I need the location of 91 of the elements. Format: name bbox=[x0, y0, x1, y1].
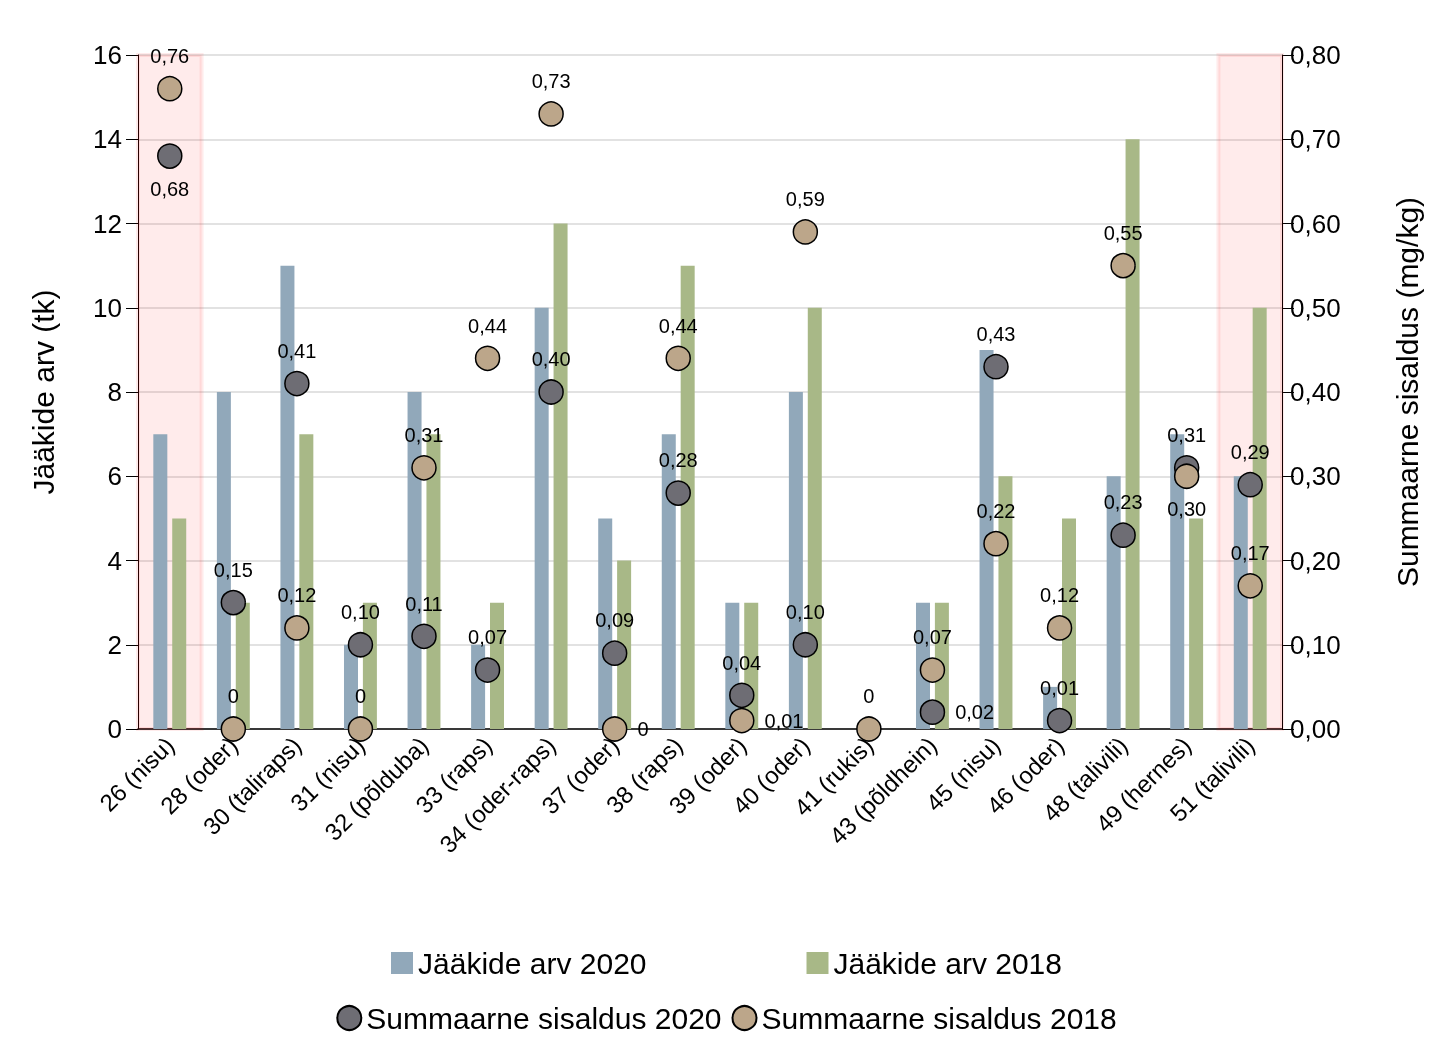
data-label: 0,73 bbox=[531, 70, 571, 93]
data-label: 0,12 bbox=[1040, 584, 1080, 607]
y2-tick-label: 0,00 bbox=[1290, 714, 1341, 744]
point bbox=[157, 143, 183, 169]
data-label: 0,22 bbox=[976, 499, 1016, 522]
data-label: 0,09 bbox=[595, 609, 635, 632]
data-label: 0,02 bbox=[955, 701, 995, 724]
bar bbox=[1189, 518, 1204, 729]
data-label: 0,11 bbox=[405, 592, 443, 615]
y2-tick-label: 0,80 bbox=[1290, 40, 1341, 70]
point bbox=[792, 219, 819, 245]
point bbox=[919, 657, 946, 683]
point bbox=[983, 530, 1009, 557]
data-label: 0,23 bbox=[1103, 491, 1143, 514]
y2-tick-label: 0,40 bbox=[1290, 377, 1341, 407]
data-label: 0 bbox=[863, 685, 875, 708]
data-label: 0,17 bbox=[1230, 542, 1270, 565]
data-label: 0,31 bbox=[404, 424, 444, 447]
y2-tick-label: 0,30 bbox=[1290, 461, 1341, 492]
point bbox=[665, 345, 691, 372]
y-tick-label: 16 bbox=[93, 40, 122, 70]
point bbox=[474, 345, 501, 372]
y2-tick-label: 0,60 bbox=[1290, 208, 1341, 239]
point bbox=[919, 699, 946, 725]
data-label: 0,15 bbox=[213, 558, 253, 581]
data-label: 0,28 bbox=[658, 449, 698, 472]
data-label: 0,31 bbox=[1167, 424, 1207, 447]
data-label: 0,59 bbox=[785, 188, 825, 211]
point bbox=[1110, 252, 1136, 279]
point bbox=[284, 370, 310, 397]
point bbox=[601, 640, 628, 666]
data-label: 0,55 bbox=[1103, 221, 1143, 244]
point bbox=[411, 455, 437, 481]
y2-tick-label: 0,10 bbox=[1290, 629, 1341, 660]
point bbox=[1173, 463, 1200, 489]
y-tick-label: 2 bbox=[107, 629, 122, 660]
point bbox=[284, 615, 310, 641]
legend-label: Jääkide arv 2018 bbox=[833, 946, 1062, 980]
point bbox=[474, 657, 501, 683]
data-label: 0,10 bbox=[785, 601, 825, 623]
data-label: 0,01 bbox=[1040, 676, 1080, 699]
y2-tick-label: 0,20 bbox=[1290, 545, 1341, 576]
point bbox=[983, 353, 1009, 380]
bar bbox=[172, 518, 187, 729]
data-label: 0,43 bbox=[976, 322, 1016, 345]
point bbox=[157, 75, 183, 102]
y-tick-label: 12 bbox=[93, 208, 122, 239]
legend-label: Summaarne sisaldus 2020 bbox=[366, 1001, 722, 1035]
data-label: 0,29 bbox=[1230, 440, 1270, 463]
data-label: 0,40 bbox=[531, 348, 571, 371]
data-label: 0,76 bbox=[150, 44, 190, 67]
point bbox=[538, 379, 564, 405]
data-label: 0,07 bbox=[912, 626, 952, 649]
point bbox=[220, 589, 247, 616]
data-label: 0,44 bbox=[468, 314, 508, 337]
data-label: 0,44 bbox=[658, 314, 698, 337]
y-tick-label: 0 bbox=[107, 714, 122, 744]
y2-tick-label: 0,70 bbox=[1290, 124, 1341, 155]
point bbox=[792, 632, 819, 658]
data-label: 0 bbox=[227, 685, 239, 708]
data-label: 0,07 bbox=[468, 626, 508, 649]
legend-label: Jääkide arv 2020 bbox=[418, 946, 647, 980]
legend-label: Summaarne sisaldus 2018 bbox=[761, 1001, 1117, 1035]
data-label: 0,30 bbox=[1167, 498, 1207, 520]
point bbox=[665, 480, 691, 506]
data-label: 0,04 bbox=[722, 651, 762, 674]
bar bbox=[153, 434, 168, 729]
y-tick-label: 8 bbox=[107, 377, 122, 407]
y-tick-label: 14 bbox=[93, 124, 122, 155]
point bbox=[729, 707, 755, 734]
point bbox=[1046, 707, 1073, 734]
y-tick-label: 4 bbox=[107, 545, 122, 576]
data-label: 0,10 bbox=[340, 601, 380, 623]
data-label: 0,41 bbox=[277, 339, 317, 362]
y2-tick-label: 0,50 bbox=[1290, 292, 1341, 323]
y-axis-title: Jääkide arv (tk) bbox=[26, 289, 60, 495]
point bbox=[538, 101, 564, 127]
point bbox=[411, 623, 437, 650]
data-label: 0,12 bbox=[277, 584, 317, 607]
point bbox=[347, 632, 374, 658]
point bbox=[1110, 522, 1136, 548]
point bbox=[1237, 471, 1263, 498]
point bbox=[1046, 615, 1073, 641]
point bbox=[1237, 573, 1263, 599]
y-tick-label: 10 bbox=[93, 292, 122, 323]
y-tick-label: 6 bbox=[107, 461, 122, 492]
data-label: 0,68 bbox=[150, 177, 190, 200]
point bbox=[729, 682, 755, 709]
data-label: 0,01 bbox=[764, 709, 804, 732]
y2-axis-title: Summaarne sisaldus (mg/kg) bbox=[1390, 196, 1424, 588]
data-label: 0 bbox=[354, 685, 367, 708]
